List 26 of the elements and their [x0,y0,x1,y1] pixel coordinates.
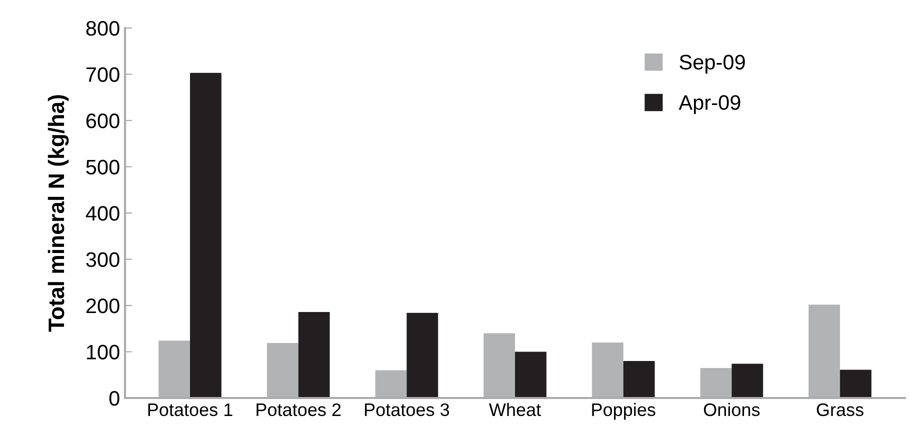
x-tick-label: Potatoes 3 [364,403,450,416]
x-tick-label: Potatoes 2 [256,403,341,416]
y-tick-label: 600 [86,114,120,128]
legend-label: Sep-09 [680,54,745,74]
bar [298,312,330,398]
x-tick-label: Potatoes 1 [148,404,232,416]
bar [190,72,222,398]
x-tick-label: Poppies [592,402,656,420]
x-tick-label: Wheat [488,402,541,416]
y-tick-label: 0 [109,391,120,406]
y-tick-label: 300 [86,252,120,268]
bar [732,364,764,398]
x-tick-label: Grass [816,403,864,416]
y-tick-label: 500 [86,160,120,175]
y-tick-label: 200 [86,298,120,314]
y-axis-title: Total mineral N (kg/ha) [48,95,69,332]
y-tick-label: 700 [86,67,120,82]
bar [515,352,546,398]
y-tick-label: 400 [86,206,120,221]
x-tick-label: Onions [704,402,760,416]
bar [623,361,655,398]
y-tick-label: 800 [86,21,120,36]
bar [406,312,438,398]
y-tick-label: 100 [86,344,120,360]
bar [840,370,872,398]
legend-label: Apr-09 [678,95,740,114]
